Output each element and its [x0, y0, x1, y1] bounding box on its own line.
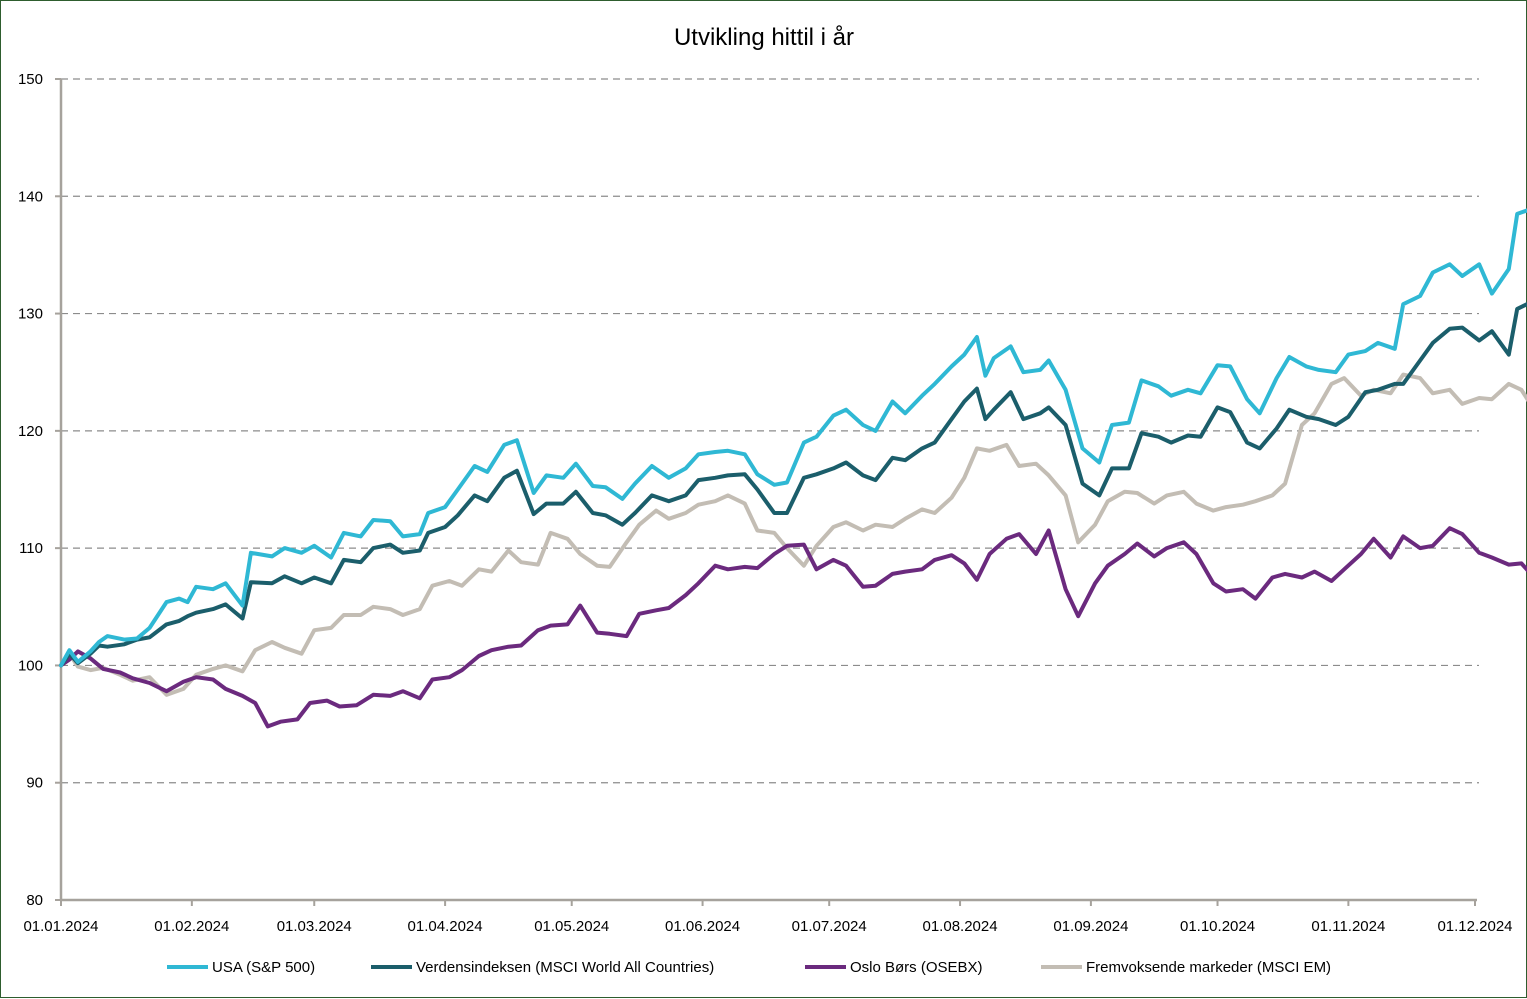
legend-label: USA (S&P 500) — [212, 959, 315, 976]
legend-label: Fremvoksende markeder (MSCI EM) — [1086, 959, 1331, 976]
x-tick-label: 01.01.2024 — [23, 918, 98, 935]
x-tick-label: 01.03.2024 — [277, 918, 352, 935]
y-tick-label: 90 — [26, 775, 43, 792]
chart-title: Utvikling hittil i år — [674, 24, 854, 51]
series-lines — [59, 208, 1527, 729]
y-tick-label: 130 — [18, 306, 43, 323]
series-line — [59, 526, 1527, 729]
axes: 80 90 100 110 120 130 140 150 01.01.2024 01.02.20… — [18, 71, 1513, 935]
x-tick-label: 01.04.2024 — [408, 918, 483, 935]
legend-label: Oslo Børs (OSEBX) — [850, 959, 983, 976]
x-tick-label: 01.07.2024 — [792, 918, 867, 935]
series-line — [59, 208, 1527, 668]
y-tick-label: 150 — [18, 71, 43, 88]
y-tick-label: 110 — [19, 540, 43, 557]
legend: USA (S&P 500) Verdensindeksen (MSCI World… — [167, 959, 1331, 976]
y-tick-label: 120 — [18, 423, 43, 440]
y-tick-label: 100 — [18, 657, 43, 674]
legend-label: Verdensindeksen (MSCI World All Countrie… — [416, 959, 714, 976]
x-tick-label: 01.09.2024 — [1053, 918, 1128, 935]
x-tick-label: 01.12.2024 — [1437, 918, 1512, 935]
x-tick-label: 01.02.2024 — [154, 918, 229, 935]
series-line — [59, 372, 1527, 697]
series-line — [59, 301, 1527, 668]
gridlines — [61, 78, 1479, 784]
x-tick-label: 01.10.2024 — [1180, 918, 1255, 935]
x-tick-label: 01.11.2024 — [1311, 918, 1385, 935]
y-tick-label: 140 — [18, 188, 43, 205]
x-tick-label: 01.05.2024 — [534, 918, 609, 935]
x-tick-label: 01.08.2024 — [923, 918, 998, 935]
y-tick-label: 80 — [26, 892, 43, 909]
x-tick-label: 01.06.2024 — [665, 918, 740, 935]
